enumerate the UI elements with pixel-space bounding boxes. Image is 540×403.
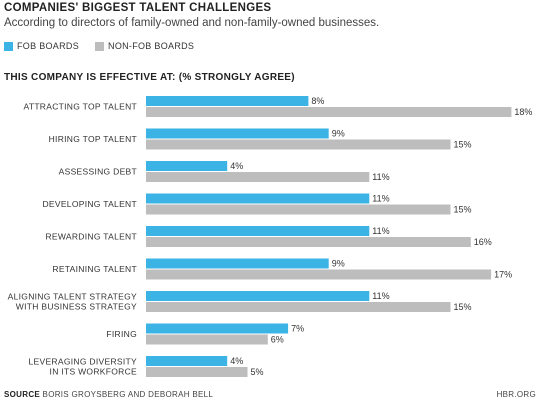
value-label-nonfob-developing-talent: 15% xyxy=(454,205,472,215)
value-label-fob-attracting-top-talent: 8% xyxy=(311,96,324,106)
category-label-retaining-talent: RETAINING TALENT xyxy=(52,264,137,274)
bar-nonfob-hiring-top-talent xyxy=(146,139,451,150)
bar-fob-hiring-top-talent xyxy=(146,128,329,139)
bar-fob-leveraging-diversity-in-its-workforce xyxy=(146,356,228,366)
section-heading: THIS COMPANY IS EFFECTIVE AT: (% STRONGL… xyxy=(4,72,295,83)
category-label-firing: FIRING xyxy=(106,329,137,339)
bar-nonfob-leveraging-diversity-in-its-workforce xyxy=(146,367,248,377)
value-label-fob-aligning-talent-strategy-with-business-strategy: 11% xyxy=(372,291,389,301)
value-label-nonfob-attracting-top-talent: 18% xyxy=(514,107,532,117)
category-label-hiring-top-talent: HIRING TOP TALENT xyxy=(49,134,137,144)
value-label-nonfob-rewarding-talent: 16% xyxy=(474,237,492,247)
bar-nonfob-retaining-talent xyxy=(146,269,492,280)
value-label-fob-firing: 7% xyxy=(291,324,304,334)
bar-fob-aligning-talent-strategy-with-business-strategy xyxy=(146,291,370,301)
category-label-rewarding-talent: REWARDING TALENT xyxy=(45,232,137,242)
value-label-nonfob-aligning-talent-strategy-with-business-strategy: 15% xyxy=(454,302,472,312)
chart-subtitle: According to directors of family-owned a… xyxy=(4,17,380,29)
legend-swatch-nonfob xyxy=(95,41,105,51)
value-label-nonfob-leveraging-diversity-in-its-workforce: 5% xyxy=(251,367,264,377)
value-label-fob-developing-talent: 11% xyxy=(372,194,389,204)
source-label: SOURCE xyxy=(4,390,41,399)
source-note: SOURCE BORIS GROYSBERG AND DEBORAH BELL xyxy=(4,390,213,399)
value-label-fob-leveraging-diversity-in-its-workforce: 4% xyxy=(230,356,243,366)
value-label-nonfob-firing: 6% xyxy=(271,335,284,345)
brand-label: HBR.ORG xyxy=(496,390,536,399)
category-label-aligning-talent-strategy-with-business-strategy: ALIGNING TALENT STRATEGY WITH BUSINESS ST… xyxy=(8,292,137,312)
value-label-nonfob-assessing-debt: 11% xyxy=(372,172,389,182)
value-label-fob-retaining-talent: 9% xyxy=(332,259,345,269)
bar-nonfob-aligning-talent-strategy-with-business-strategy xyxy=(146,302,451,312)
bar-fob-attracting-top-talent xyxy=(146,96,309,106)
value-label-nonfob-retaining-talent: 17% xyxy=(494,270,512,280)
category-label-assessing-debt: ASSESSING DEBT xyxy=(59,167,137,177)
bar-nonfob-assessing-debt xyxy=(146,172,370,182)
bar-fob-assessing-debt xyxy=(146,161,228,171)
source-text: BORIS GROYSBERG AND DEBORAH BELL xyxy=(40,390,214,399)
category-label-leveraging-diversity-in-its-workforce: LEVERAGING DIVERSITY IN ITS WORKFORCE xyxy=(29,357,138,377)
bar-nonfob-firing xyxy=(146,334,268,345)
legend-label-fob: FOB BOARDS xyxy=(17,41,80,51)
legend-swatch-fob xyxy=(4,41,13,51)
legend: FOB BOARDS NON-FOB BOARDS xyxy=(4,41,210,51)
bar-fob-retaining-talent xyxy=(146,258,329,269)
legend-item-fob: FOB BOARDS xyxy=(4,41,79,51)
legend-item-nonfob: NON-FOB BOARDS xyxy=(95,41,194,51)
bar-nonfob-rewarding-talent xyxy=(146,237,471,247)
value-label-fob-rewarding-talent: 11% xyxy=(372,226,389,236)
legend-label-nonfob: NON-FOB BOARDS xyxy=(108,41,195,51)
value-label-fob-hiring-top-talent: 9% xyxy=(332,129,345,139)
value-label-nonfob-hiring-top-talent: 15% xyxy=(454,140,472,150)
bar-nonfob-developing-talent xyxy=(146,204,451,215)
category-label-attracting-top-talent: ATTRACTING TOP TALENT xyxy=(23,102,137,112)
category-label-developing-talent: DEVELOPING TALENT xyxy=(42,199,137,209)
bar-fob-rewarding-talent xyxy=(146,226,370,236)
bar-fob-firing xyxy=(146,323,289,334)
bar-fob-developing-talent xyxy=(146,193,370,204)
value-label-fob-assessing-debt: 4% xyxy=(230,161,243,171)
chart-title: COMPANIES' BIGGEST TALENT CHALLENGES xyxy=(4,2,272,14)
bar-nonfob-attracting-top-talent xyxy=(146,107,512,117)
